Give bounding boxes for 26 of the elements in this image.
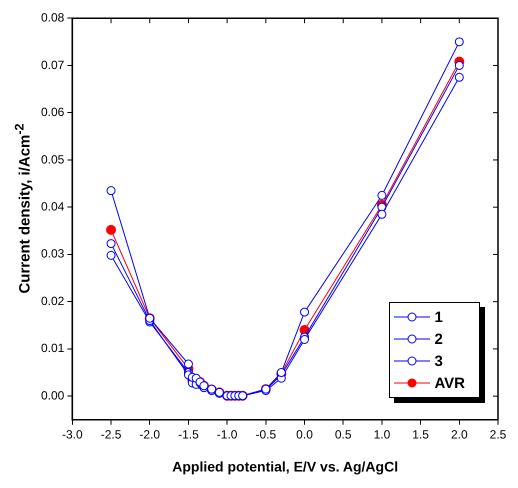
y-tick-label: 0.06 [40,105,65,120]
y-tick-label: 0.08 [40,10,65,25]
x-tick-label: 1.5 [412,427,430,442]
y-tick-label: 0.00 [40,388,65,402]
x-tick-label: -1.0 [216,427,238,442]
x-tick-label: 0.0 [296,427,314,442]
y-tick-label: 0.02 [40,294,65,308]
x-tick-label: 1.0 [374,427,391,442]
x-tick-label: -0.5 [255,427,276,442]
x-tick-label: -1.5 [178,427,200,442]
x-tick-label: 2.0 [450,427,468,442]
y-tick-label: 0.07 [40,58,65,72]
y-tick-label: 0.05 [40,152,65,166]
y-tick-label: 0.04 [40,200,65,214]
x-tick-label: 0.5 [334,427,352,442]
legend-label: 2 [434,330,443,348]
x-tick-label: 2.5 [490,427,507,442]
x-tick-label: -2.0 [139,427,160,442]
x-tick-label: -3.0 [62,427,84,442]
x-tick-label: -2.5 [100,427,122,442]
y-tick-label: 0.01 [40,341,65,356]
legend-label: AVR [434,374,465,392]
legend-label: 1 [434,308,443,326]
y-tick-label: 0.03 [40,246,65,261]
legend-label: 3 [434,352,443,370]
x-axis-title: Applied potential, E/V vs. Ag/AgCl [172,458,398,474]
